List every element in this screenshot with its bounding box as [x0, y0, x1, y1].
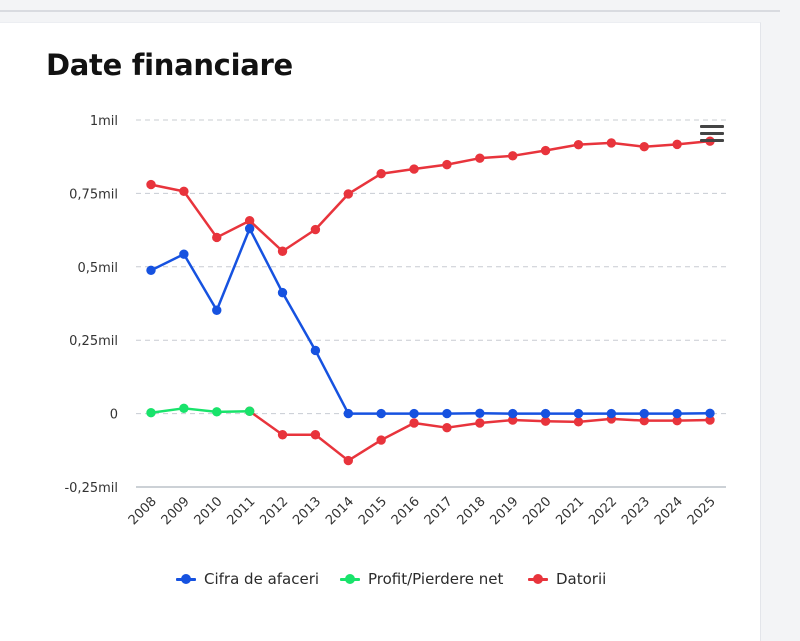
y-tick-label: 0,75mil: [69, 187, 118, 202]
data-point: [442, 408, 452, 419]
data-point: [508, 408, 518, 419]
legend-item-datorii[interactable]: Datorii: [528, 568, 606, 590]
data-point: [409, 164, 419, 174]
y-tick-label: 1mil: [90, 114, 118, 129]
x-tick-label: 2017: [422, 494, 456, 528]
data-point: [212, 305, 222, 315]
data-point: [409, 408, 419, 419]
legend-swatch: [340, 572, 360, 586]
x-tick-label: 2025: [685, 494, 719, 528]
y-tick-label: 0,5mil: [77, 261, 118, 276]
x-tick-label: 2013: [290, 494, 324, 528]
data-point: [573, 417, 584, 427]
data-point: [672, 408, 682, 419]
hamburger-menu-icon-bar: [700, 132, 724, 135]
chart-legend: Cifra de afaceri Profit/Pierdere net Dat…: [0, 568, 760, 590]
x-tick-label: 2023: [619, 494, 653, 528]
y-tick-labels: 1mil 0,75mil 0,5mil 0,25mil 0 -0,25mil: [64, 114, 118, 496]
data-point: [310, 345, 321, 356]
legend-item-profit-pierdere-net[interactable]: Profit/Pierdere net: [340, 568, 503, 590]
x-tick-labels: 2008200920102011201220132014201520162017…: [126, 494, 719, 528]
series-datorii-upper: [146, 136, 715, 256]
data-point: [639, 142, 649, 152]
data-point: [573, 408, 584, 419]
data-point: [146, 179, 156, 190]
x-tick-label: 2020: [520, 494, 554, 528]
data-point: [540, 145, 551, 156]
data-point: [606, 408, 617, 419]
x-tick-label: 2014: [323, 494, 357, 528]
data-point: [442, 422, 452, 433]
x-tick-label: 2008: [126, 494, 160, 528]
series-profit-pierdere-net: [146, 403, 255, 418]
top-divider: [0, 10, 780, 12]
data-point: [179, 403, 189, 414]
data-point: [376, 408, 386, 419]
x-tick-label: 2024: [652, 494, 686, 528]
data-point: [310, 224, 321, 235]
data-point: [212, 232, 222, 243]
data-point: [244, 223, 255, 234]
data-point: [277, 287, 288, 298]
page-title: Date financiare: [46, 48, 293, 82]
data-point: [179, 186, 189, 197]
series-cifra-de-afaceri: [146, 223, 715, 419]
x-tick-label: 2009: [159, 494, 193, 528]
series-line: [149, 227, 712, 415]
y-tick-label: 0: [110, 408, 118, 423]
data-point: [639, 408, 649, 419]
x-tick-label: 2011: [224, 494, 258, 528]
data-point: [705, 408, 715, 419]
data-point: [376, 169, 386, 179]
x-tick-label: 2015: [356, 494, 390, 528]
data-point: [146, 408, 156, 418]
series-line: [149, 407, 251, 414]
data-point: [475, 418, 485, 428]
data-point: [343, 408, 353, 419]
x-tick-label: 2018: [455, 494, 489, 528]
data-point: [277, 246, 288, 256]
data-point: [672, 139, 682, 150]
x-tick-label: 2016: [389, 494, 423, 528]
data-point: [343, 455, 353, 466]
hamburger-menu-icon-bar: [700, 139, 724, 142]
data-point: [179, 249, 189, 259]
x-tick-label: 2021: [553, 494, 587, 528]
data-point: [376, 435, 386, 445]
x-tick-label: 2012: [257, 494, 291, 528]
hamburger-menu-icon-bar: [700, 125, 724, 128]
x-tick-label: 2019: [488, 494, 522, 528]
data-point: [343, 189, 353, 199]
data-point: [573, 139, 584, 150]
data-point: [244, 406, 255, 416]
data-point: [146, 265, 156, 276]
data-point: [409, 418, 419, 428]
data-point: [475, 153, 485, 163]
grid-layer: [136, 119, 726, 488]
x-tick-label: 2022: [586, 494, 620, 528]
data-point: [442, 159, 452, 170]
data-point: [475, 408, 485, 419]
series-line: [149, 139, 712, 253]
y-tick-label: 0,25mil: [69, 334, 118, 349]
legend-item-cifra-de-afaceri[interactable]: Cifra de afaceri: [176, 568, 319, 590]
data-point: [277, 430, 288, 440]
data-point: [508, 151, 518, 161]
data-point: [540, 408, 551, 419]
y-tick-label: -0,25mil: [64, 481, 118, 496]
legend-swatch: [528, 572, 548, 586]
legend-label: Profit/Pierdere net: [368, 570, 504, 588]
chart-menu-button[interactable]: [700, 125, 724, 145]
legend-swatch: [176, 572, 196, 586]
legend-label: Datorii: [556, 570, 607, 588]
series-layer: [146, 136, 715, 466]
legend-label: Cifra de afaceri: [204, 570, 320, 588]
x-tick-label: 2010: [192, 494, 226, 528]
financial-data-card: [0, 22, 761, 641]
data-point: [212, 407, 222, 417]
data-point: [244, 216, 255, 226]
data-point: [310, 430, 321, 440]
data-point: [606, 138, 617, 148]
